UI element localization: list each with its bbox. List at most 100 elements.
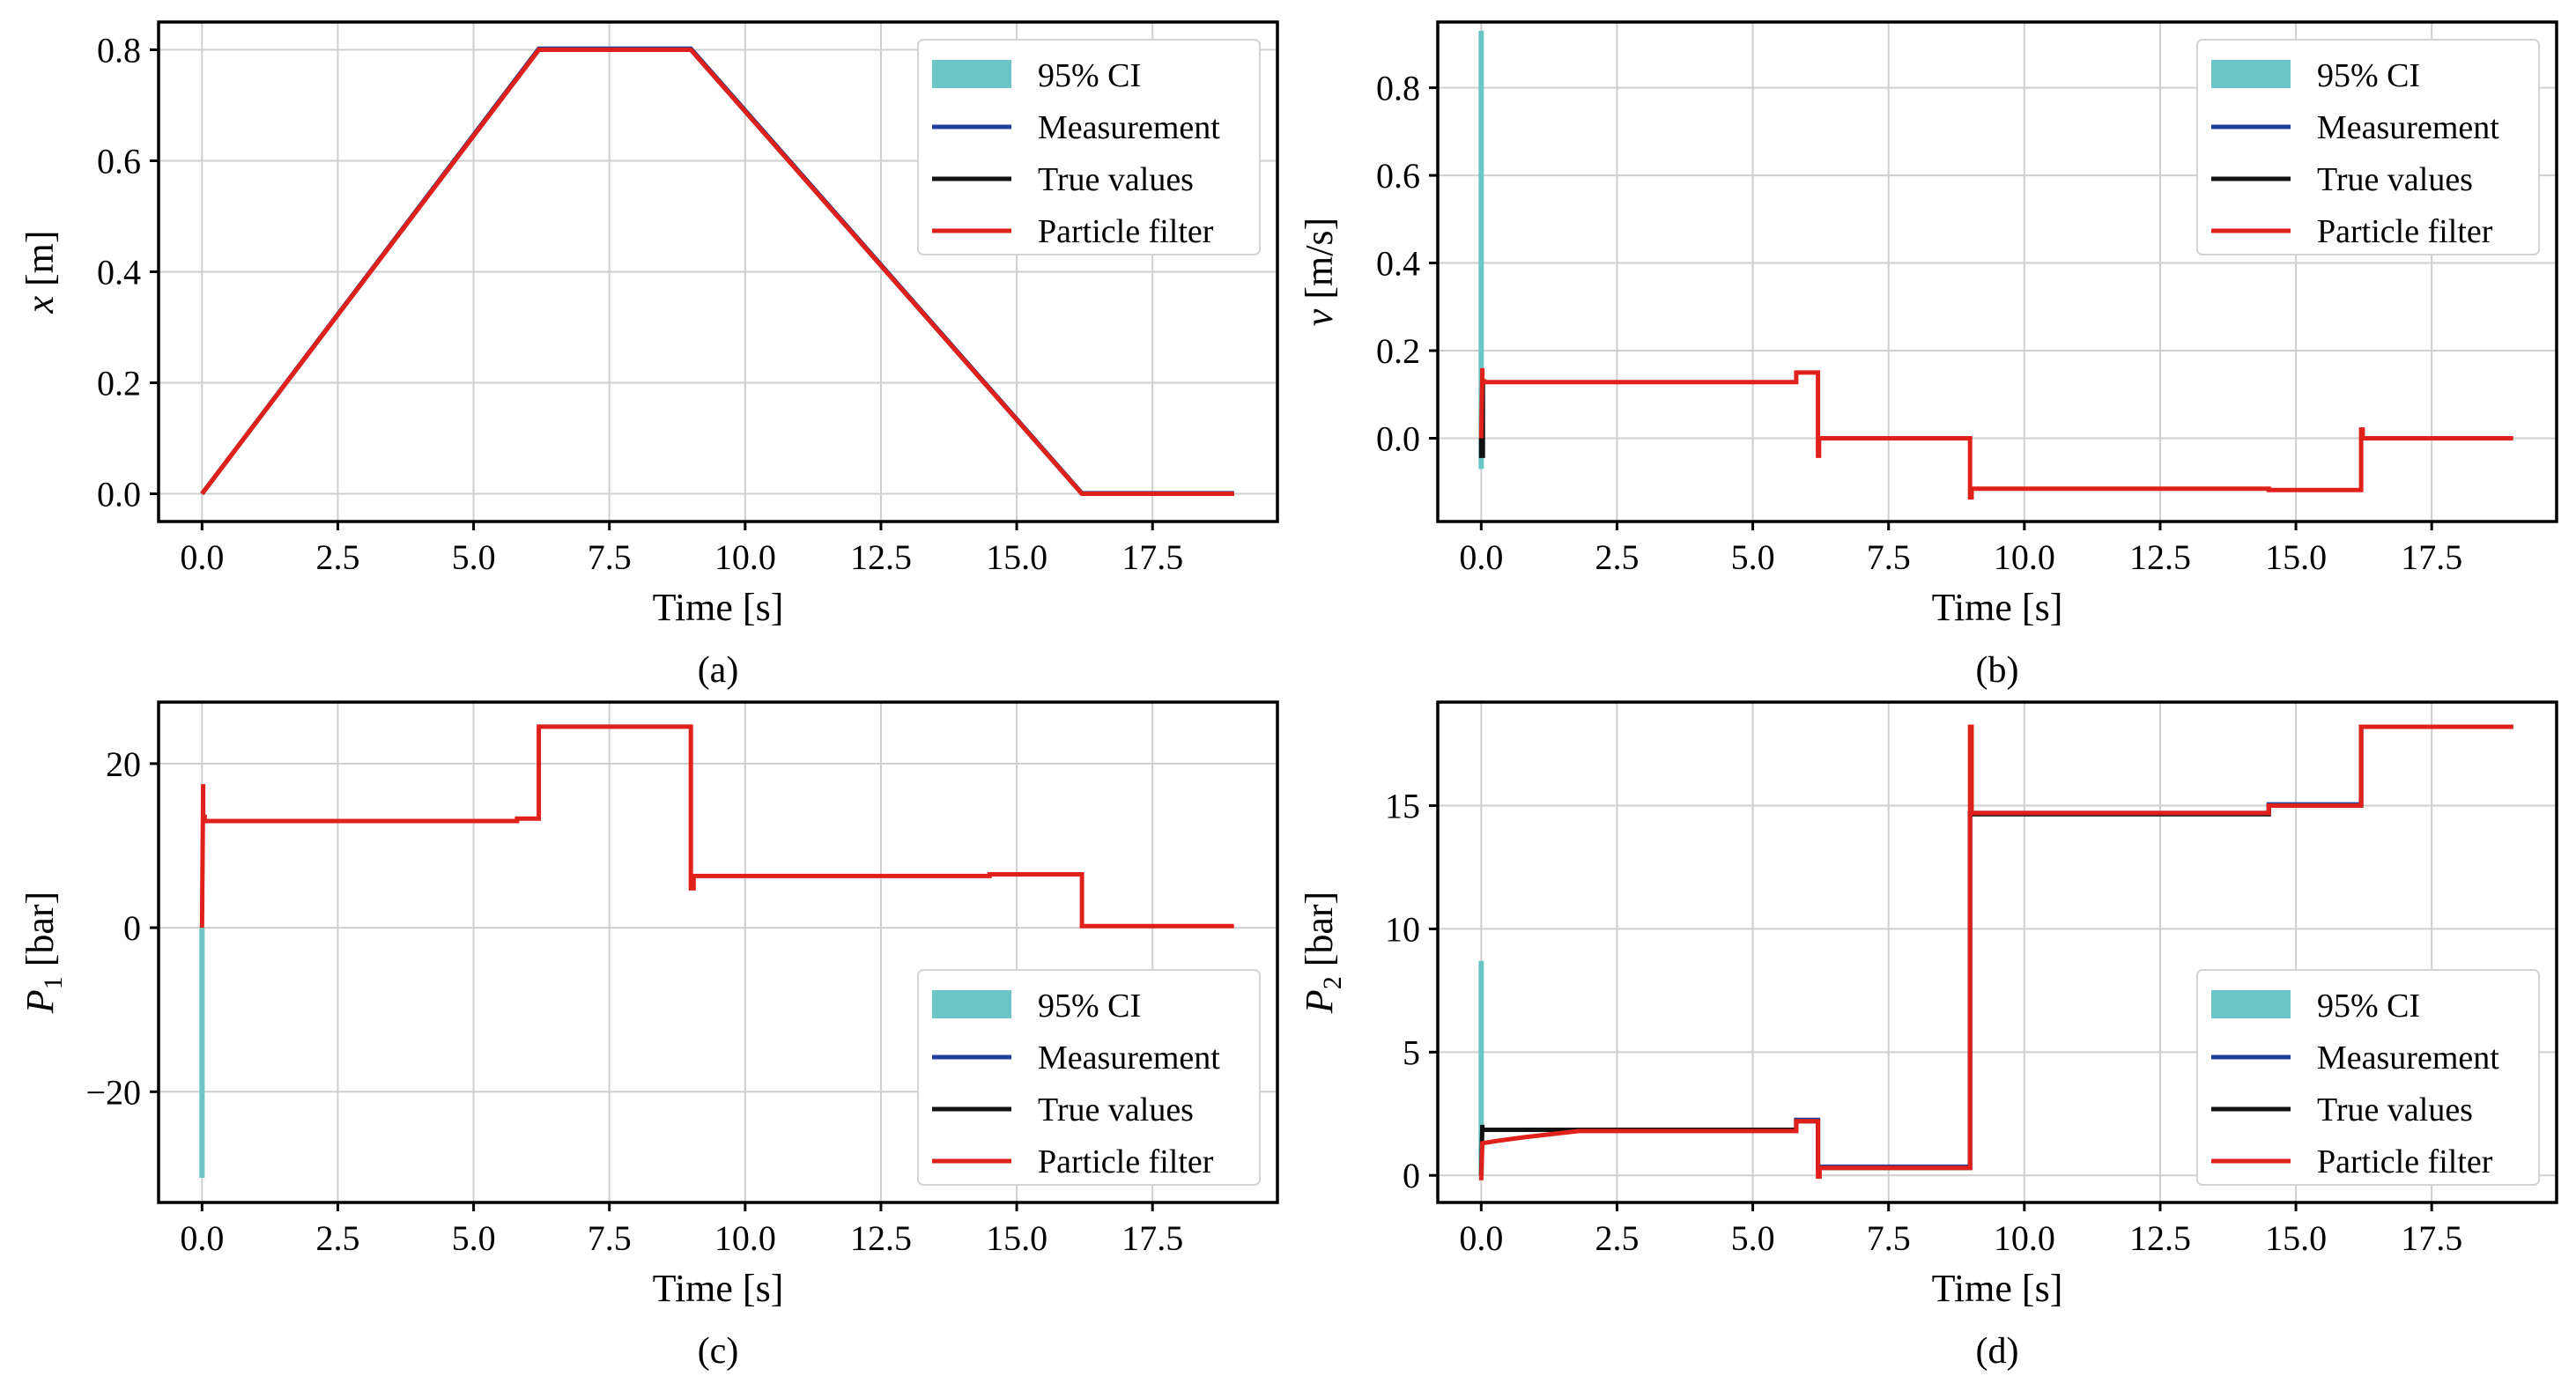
y-tick-label: 0.0 [1376,419,1420,459]
series-line-particle-filter [1478,367,2513,500]
panel-caption: (c) [698,1331,739,1372]
y-axis-label: P1 [bar] [19,892,68,1014]
y-tick-label: 0.8 [1376,69,1420,108]
x-tick-label: 17.5 [1121,537,1183,577]
y-axis-unit: [m/s] [1298,218,1341,309]
y-tick-label: 0.6 [97,142,141,181]
x-tick-label: 2.5 [1595,1218,1639,1258]
chart-panel-d: 0.0 2.5 5.0 7.5 10.0 12.5 15.0 17.5 0 5 10 15 Time [… [1298,700,2558,1372]
x-tick-label: 7.5 [1867,537,1911,577]
x-tick-label: 17.5 [2401,1218,2462,1258]
x-tick-label: 5.0 [1731,537,1775,577]
x-axis-label: Time [s] [1932,1267,2063,1310]
legend: 95% CI Measurement True values Particle fil… [2196,969,2540,1186]
x-tick-label: 0.0 [180,537,224,577]
legend-entry-label: 95% CI [1038,57,1141,94]
legend-swatch-ci [932,60,1011,88]
y-tick-label: 0.4 [97,253,141,292]
legend-entry-label: Measurement [2317,109,2499,146]
x-tick-label: 7.5 [588,537,632,577]
legend: 95% CI Measurement True values Particle fil… [917,39,1261,255]
y-axis-subscript: 2 [1318,976,1347,989]
y-axis-variable: v [1298,308,1341,326]
legend-entry-label: Measurement [1038,1040,1220,1077]
plot-frame [157,700,1279,1204]
x-tick-label: 2.5 [1595,537,1639,577]
x-tick-label: 5.0 [452,537,496,577]
legend: 95% CI Measurement True values Particle fil… [917,969,1261,1186]
x-tick-label: 12.5 [2129,1218,2191,1258]
legend-entry-label: 95% CI [2317,57,2420,94]
ci-band [199,928,205,1179]
y-tick-label: 0.4 [1376,244,1420,284]
x-tick-label: 5.0 [452,1218,496,1258]
legend-entry-label: Particle filter [1038,1143,1214,1180]
y-tick-label: 0.2 [1376,331,1420,371]
x-tick-label: 10.0 [1994,537,2055,577]
panel-caption: (a) [698,650,739,691]
x-tick-label: 12.5 [2129,537,2191,577]
legend-entry-label: True values [2317,161,2473,198]
chart-panel-c: 0.0 2.5 5.0 7.5 10.0 12.5 15.0 17.5 −20 0 20 Time [… [19,700,1279,1372]
x-tick-label: 2.5 [315,1218,359,1258]
x-axis-label: Time [s] [653,586,784,629]
x-tick-label: 7.5 [1867,1218,1911,1258]
y-tick-label: 20 [106,744,141,784]
legend-entry-label: Particle filter [1038,213,1214,250]
x-tick-label: 5.0 [1731,1218,1775,1258]
legend-entry-label: 95% CI [1038,988,1141,1025]
y-tick-label: 0.2 [97,364,141,403]
y-axis-variable: P [19,989,62,1014]
legend-entry-label: True values [1038,1091,1194,1128]
legend-swatch-ci [932,990,1011,1018]
ci-band [1478,960,1484,1176]
plot-frame [1436,700,2558,1204]
y-tick-label: 5 [1403,1032,1420,1072]
x-tick-label: 10.0 [714,1218,776,1258]
y-tick-label: 0 [123,908,141,948]
y-axis-label: v [m/s] [1298,218,1341,326]
x-tick-label: 12.5 [850,1218,912,1258]
series-line-particle-filter [200,48,1234,496]
y-axis-subscript: 1 [39,976,68,989]
legend-box [2196,39,2540,255]
legend-entry-label: Measurement [2317,1040,2499,1077]
chart-panel-b: 0.0 2.5 5.0 7.5 10.0 12.5 15.0 17.5 0.0 0.2 0.4 0.6… [1298,20,2558,691]
x-tick-label: 0.0 [1459,1218,1503,1258]
legend-swatch-ci [2211,990,2291,1018]
ci-band [1478,30,1484,470]
y-tick-label: 0.0 [97,475,141,514]
x-tick-label: 15.0 [2265,537,2327,577]
x-tick-label: 15.0 [986,537,1047,577]
x-tick-label: 10.0 [714,537,776,577]
y-tick-label: −20 [85,1072,141,1112]
legend-swatch-ci [2211,60,2291,88]
y-axis-label: P2 [bar] [1298,892,1347,1014]
x-tick-label: 12.5 [850,537,912,577]
y-tick-label: 15 [1385,787,1420,826]
y-axis-unit: [m] [19,230,62,296]
legend-entry-label: True values [2317,1091,2473,1128]
plot-frame [1436,20,2558,523]
legend-box [917,969,1261,1186]
y-axis-variable: P [1298,989,1341,1014]
y-axis-unit: [bar] [1298,892,1341,977]
x-tick-label: 17.5 [2401,537,2462,577]
y-tick-label: 0 [1403,1156,1420,1195]
legend-entry-label: 95% CI [2317,988,2420,1025]
x-tick-label: 0.0 [1459,537,1503,577]
x-tick-label: 17.5 [1121,1218,1183,1258]
legend-box [917,39,1261,255]
y-axis-unit: [bar] [19,892,62,977]
y-axis-variable: x [19,296,62,314]
series-line-particle-filter [199,724,1234,929]
x-axis-label: Time [s] [653,1267,784,1310]
x-axis-label: Time [s] [1932,586,2063,629]
y-axis-label: x [m] [19,230,62,314]
panel-caption: (d) [1976,1331,2019,1372]
y-tick-label: 0.6 [1376,156,1420,196]
y-tick-label: 0.8 [97,31,141,70]
legend-entry-label: Particle filter [2317,213,2493,250]
x-tick-label: 2.5 [315,537,359,577]
